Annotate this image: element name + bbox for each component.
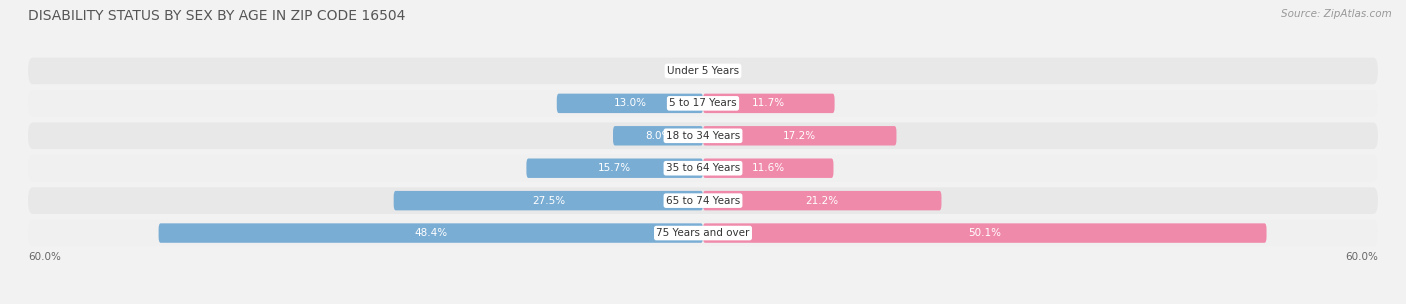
FancyBboxPatch shape [28, 58, 1378, 84]
FancyBboxPatch shape [703, 223, 1267, 243]
Text: Under 5 Years: Under 5 Years [666, 66, 740, 76]
Text: 65 to 74 Years: 65 to 74 Years [666, 196, 740, 206]
FancyBboxPatch shape [703, 191, 942, 210]
Text: 50.1%: 50.1% [969, 228, 1001, 238]
Text: 0.0%: 0.0% [668, 66, 695, 76]
FancyBboxPatch shape [557, 94, 703, 113]
FancyBboxPatch shape [703, 126, 897, 146]
Text: 27.5%: 27.5% [531, 196, 565, 206]
FancyBboxPatch shape [703, 158, 834, 178]
FancyBboxPatch shape [28, 187, 1378, 214]
Text: 48.4%: 48.4% [415, 228, 447, 238]
Text: 21.2%: 21.2% [806, 196, 839, 206]
Text: 75 Years and over: 75 Years and over [657, 228, 749, 238]
FancyBboxPatch shape [703, 94, 835, 113]
Text: 11.7%: 11.7% [752, 98, 786, 108]
FancyBboxPatch shape [28, 220, 1378, 246]
FancyBboxPatch shape [159, 223, 703, 243]
Text: Source: ZipAtlas.com: Source: ZipAtlas.com [1281, 9, 1392, 19]
Text: 8.0%: 8.0% [645, 131, 671, 141]
Text: 60.0%: 60.0% [28, 252, 60, 262]
Legend: Male, Female: Male, Female [640, 303, 766, 304]
FancyBboxPatch shape [28, 90, 1378, 117]
Text: 5 to 17 Years: 5 to 17 Years [669, 98, 737, 108]
Text: 15.7%: 15.7% [598, 163, 631, 173]
FancyBboxPatch shape [613, 126, 703, 146]
FancyBboxPatch shape [526, 158, 703, 178]
Text: DISABILITY STATUS BY SEX BY AGE IN ZIP CODE 16504: DISABILITY STATUS BY SEX BY AGE IN ZIP C… [28, 9, 405, 23]
Text: 35 to 64 Years: 35 to 64 Years [666, 163, 740, 173]
Text: 11.6%: 11.6% [752, 163, 785, 173]
Text: 17.2%: 17.2% [783, 131, 817, 141]
FancyBboxPatch shape [28, 155, 1378, 181]
FancyBboxPatch shape [394, 191, 703, 210]
Text: 0.0%: 0.0% [711, 66, 738, 76]
FancyBboxPatch shape [28, 123, 1378, 149]
Text: 13.0%: 13.0% [613, 98, 647, 108]
Text: 18 to 34 Years: 18 to 34 Years [666, 131, 740, 141]
Text: 60.0%: 60.0% [1346, 252, 1378, 262]
